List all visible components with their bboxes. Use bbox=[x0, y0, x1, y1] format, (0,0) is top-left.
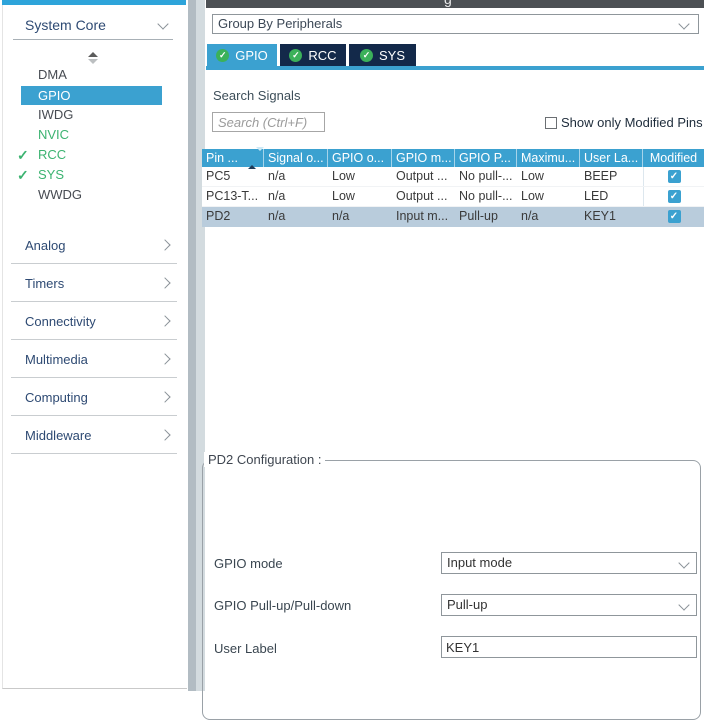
column-header-gpio-output[interactable]: GPIO o... bbox=[328, 149, 392, 167]
pin-config-table: Pin ... Signal o... GPIO o... GPIO m... … bbox=[202, 147, 704, 227]
chevron-right-icon bbox=[159, 239, 171, 251]
check-icon: ✓ bbox=[17, 167, 29, 183]
tab-rcc[interactable]: ✓ RCC bbox=[280, 44, 346, 66]
configured-check-icon: ✓ bbox=[359, 48, 373, 62]
mode-config-header-bar: g bbox=[206, 0, 704, 8]
chevron-right-icon bbox=[159, 277, 171, 289]
sidebar-section-connectivity[interactable]: Connectivity bbox=[11, 302, 177, 340]
sidebar-accent-bar bbox=[2, 0, 186, 5]
table-row-pc13[interactable]: PC13-T... n/a Low Output ... No pull-...… bbox=[202, 187, 704, 207]
sidebar-category-system-core[interactable]: System Core bbox=[13, 11, 173, 40]
pd2-configuration-groupbox bbox=[202, 460, 701, 720]
scrollbar-thumb[interactable] bbox=[188, 0, 196, 691]
user-label-label: User Label bbox=[214, 641, 277, 656]
sidebar-section-middleware[interactable]: Middleware bbox=[11, 416, 177, 454]
sidebar-section-timers[interactable]: Timers bbox=[11, 264, 177, 302]
table-header-row: Pin ... Signal o... GPIO o... GPIO m... … bbox=[202, 147, 704, 169]
category-label: System Core bbox=[25, 17, 106, 33]
table-row-pd2-selected[interactable]: PD2 n/a n/a Input m... Pull-up n/a KEY1 … bbox=[202, 207, 704, 227]
sort-asc-icon bbox=[247, 147, 264, 169]
gpio-pull-dropdown[interactable]: Pull-up bbox=[441, 594, 697, 616]
show-modified-pins-checkbox[interactable] bbox=[545, 117, 557, 129]
chevron-right-icon bbox=[159, 429, 171, 441]
sidebar-item-wwdg[interactable]: WWDG bbox=[38, 187, 83, 202]
user-label-input[interactable] bbox=[441, 636, 697, 658]
column-header-modified[interactable]: Modified bbox=[649, 151, 698, 165]
chevron-down-icon bbox=[678, 557, 690, 569]
show-modified-pins-label: Show only Modified Pins bbox=[561, 115, 703, 130]
tab-sys[interactable]: ✓ SYS bbox=[349, 44, 416, 66]
column-header-max-speed[interactable]: Maximu... bbox=[517, 149, 580, 167]
pd2-configuration-title: PD2 Configuration : bbox=[204, 452, 326, 467]
sidebar-section-multimedia[interactable]: Multimedia bbox=[11, 340, 177, 378]
chevron-down-icon bbox=[678, 18, 690, 30]
column-header-pin[interactable]: Pin ... bbox=[202, 147, 264, 169]
column-header-gpio-pull[interactable]: GPIO P... bbox=[455, 149, 517, 167]
column-header-signal[interactable]: Signal o... bbox=[264, 149, 328, 167]
modified-checkbox[interactable]: ✓ bbox=[667, 210, 681, 223]
modified-checkbox[interactable]: ✓ bbox=[667, 170, 681, 183]
chevron-down-icon bbox=[157, 18, 169, 30]
sidebar-section-analog[interactable]: Analog bbox=[11, 226, 177, 264]
chevron-right-icon bbox=[159, 315, 171, 327]
gpio-mode-dropdown[interactable]: Input mode bbox=[441, 552, 697, 574]
sidebar-item-dma[interactable]: DMA bbox=[38, 67, 67, 82]
configured-check-icon: ✓ bbox=[289, 48, 303, 62]
tab-gpio[interactable]: ✓ GPIO bbox=[207, 44, 277, 66]
check-icon: ✓ bbox=[17, 147, 29, 163]
sidebar-section-computing[interactable]: Computing bbox=[11, 378, 177, 416]
active-tab-underline bbox=[206, 66, 704, 70]
column-header-gpio-mode[interactable]: GPIO m... bbox=[392, 149, 455, 167]
chevron-right-icon bbox=[159, 391, 171, 403]
configured-check-icon: ✓ bbox=[216, 48, 230, 62]
sidebar-item-nvic[interactable]: NVIC bbox=[38, 127, 70, 142]
peripheral-sidebar bbox=[2, 0, 187, 689]
gpio-mode-label: GPIO mode bbox=[214, 556, 283, 571]
sidebar-sort-icon[interactable] bbox=[88, 52, 98, 64]
panel-splitter-scrollbar[interactable] bbox=[188, 0, 205, 691]
clipped-header-text: g bbox=[444, 0, 452, 7]
column-header-user-label[interactable]: User La... bbox=[580, 149, 643, 167]
sidebar-item-iwdg[interactable]: IWDG bbox=[38, 107, 74, 122]
group-by-dropdown[interactable]: Group By Peripherals bbox=[212, 14, 699, 34]
search-signals-label: Search Signals bbox=[213, 88, 301, 103]
chevron-down-icon bbox=[678, 599, 690, 611]
sidebar-item-gpio[interactable]: GPIO bbox=[21, 86, 162, 105]
table-row-pc5[interactable]: PC5 n/a Low Output ... No pull-... Low B… bbox=[202, 167, 704, 187]
sidebar-item-sys[interactable]: ✓ SYS bbox=[17, 167, 65, 183]
sidebar-item-rcc[interactable]: ✓ RCC bbox=[17, 147, 67, 163]
chevron-right-icon bbox=[159, 353, 171, 365]
modified-checkbox[interactable]: ✓ bbox=[667, 190, 681, 203]
search-input[interactable] bbox=[212, 112, 325, 132]
gpio-pull-label: GPIO Pull-up/Pull-down bbox=[214, 598, 352, 613]
